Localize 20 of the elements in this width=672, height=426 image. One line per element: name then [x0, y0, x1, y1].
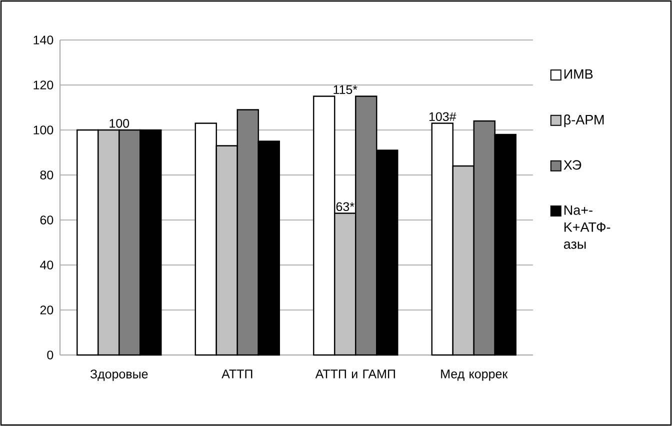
legend-label: ХЭ — [564, 160, 582, 170]
y-tick-label: 120 — [34, 80, 54, 90]
x-tick-label: Здоровые — [90, 370, 148, 381]
x-tick-label: Мед коррек — [441, 370, 508, 381]
y-tick-label: 60 — [40, 216, 54, 224]
legend-label: ИМВ — [564, 69, 593, 79]
annotation: 63* — [336, 202, 354, 212]
y-tick-label: 0 — [47, 350, 54, 360]
x-tick-label: АТТП — [222, 370, 252, 378]
y-tick-label: 140 — [34, 36, 54, 44]
y-tick-label: 80 — [40, 170, 54, 180]
y-tick-label: 100 — [34, 126, 54, 134]
annotation: 103# — [429, 112, 456, 122]
y-tick-label: 20 — [40, 306, 54, 314]
annotation: 115* — [334, 85, 358, 94]
legend-label: Na+-K+АТФ-азы — [564, 205, 610, 249]
legend-label: β-АРМ — [564, 114, 604, 128]
y-tick-label: 40 — [40, 260, 54, 270]
x-tick-label: АТТП и ГАМП — [315, 370, 395, 378]
annotation: 100 — [110, 118, 130, 128]
